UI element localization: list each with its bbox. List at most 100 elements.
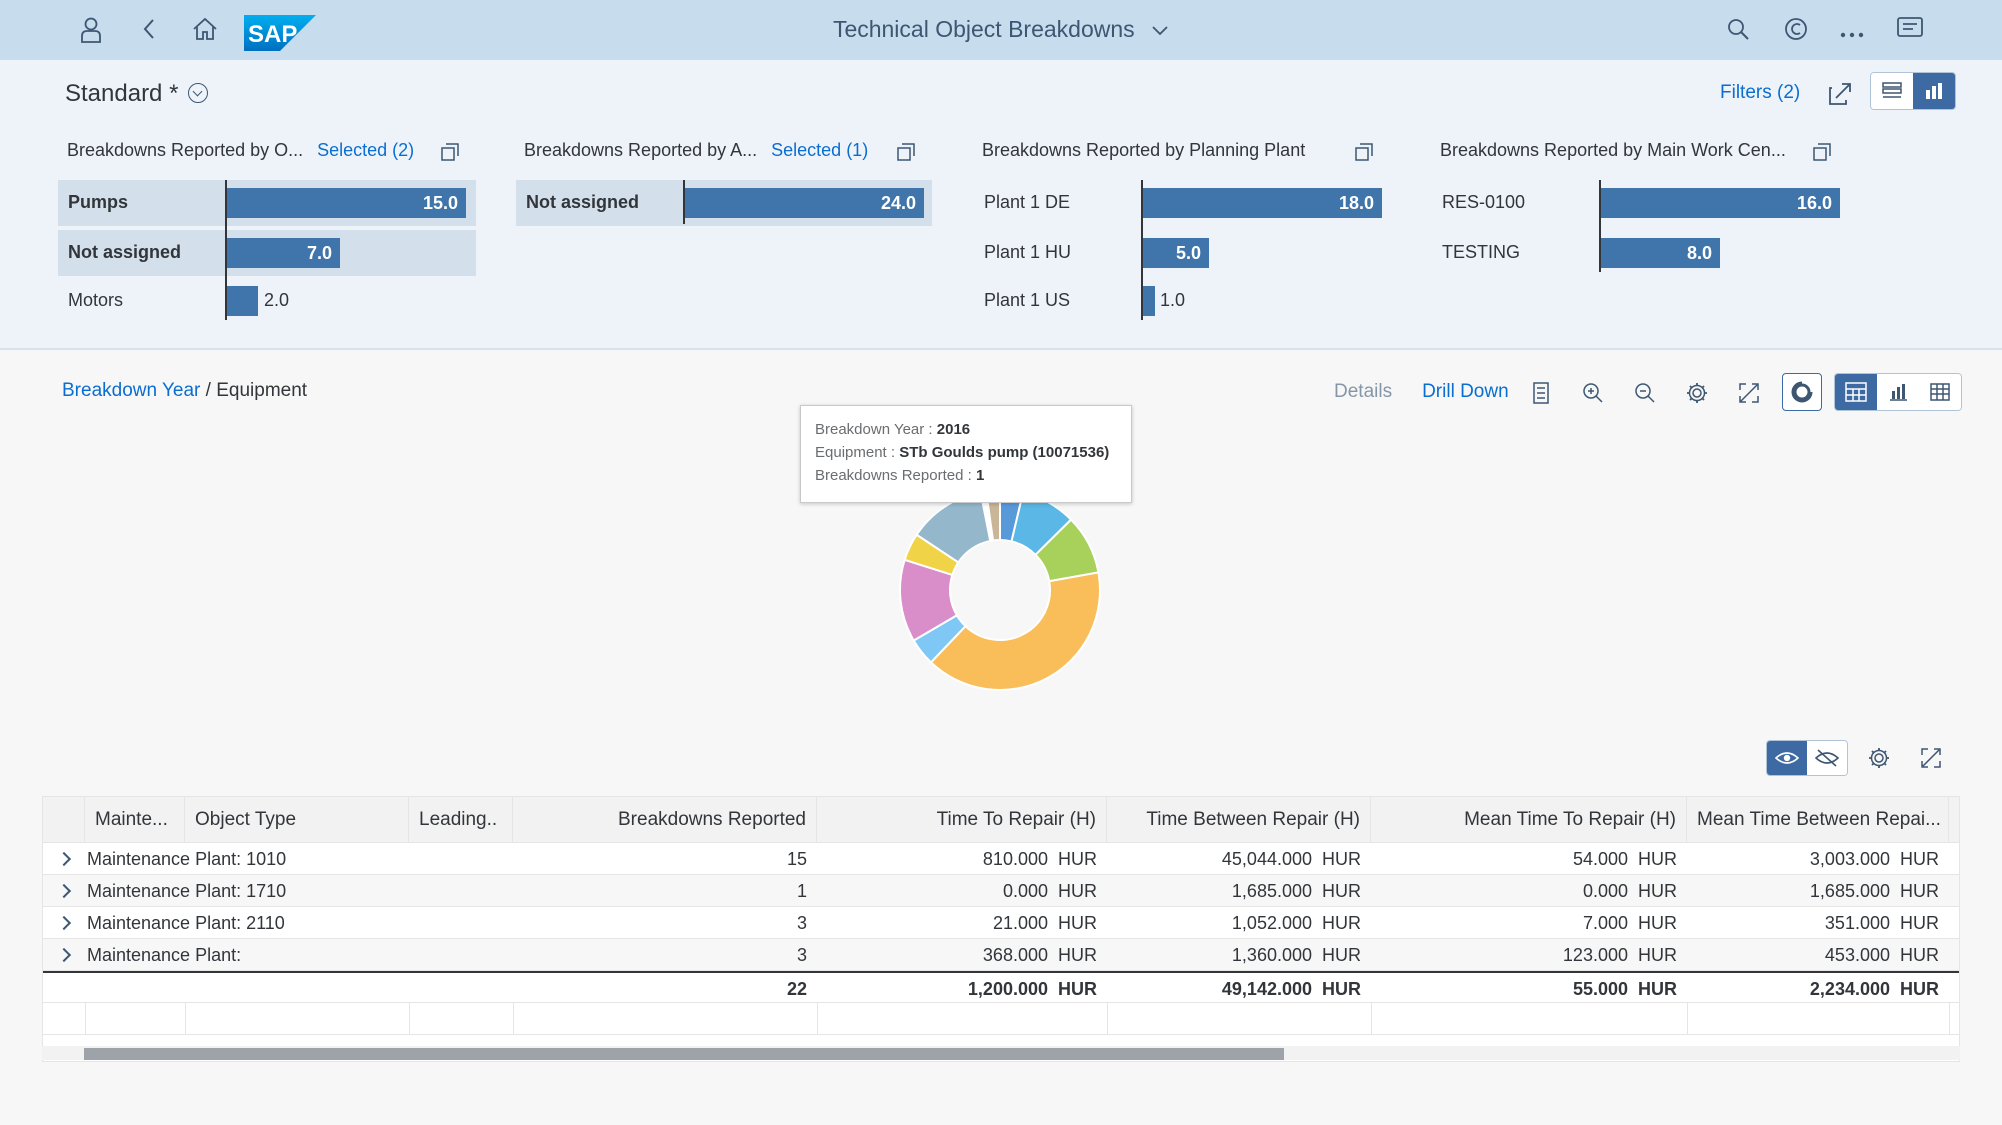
cell-mttr: 54.000 HUR	[1371, 843, 1687, 875]
cell-value: 7.000	[1582, 913, 1628, 933]
bar-row-plant-hu[interactable]: Plant 1 HU 5.0	[974, 230, 1394, 276]
column-header-time-to-repair[interactable]: Time To Repair (H)	[817, 797, 1107, 843]
bar-value: 8.0	[1686, 243, 1712, 263]
column-header-breakdowns-reported[interactable]: Breakdowns Reported	[513, 797, 817, 843]
bar-label: RES-0100	[1442, 192, 1526, 212]
breadcrumb-link-breakdown-year[interactable]: Breakdown Year	[62, 380, 201, 401]
zoom-in-icon[interactable]	[1576, 376, 1610, 410]
cell-unit: HUR	[1322, 945, 1361, 965]
show-button[interactable]	[1767, 741, 1807, 775]
column-header-maintenance-plant[interactable]: Mainte...	[85, 797, 185, 843]
bar-row-plant-us[interactable]: Plant 1 US 1.0	[974, 278, 1394, 324]
settings-icon[interactable]	[1680, 376, 1714, 410]
bar-row-plant-de[interactable]: Plant 1 DE 18.0	[974, 180, 1394, 226]
copilot-icon[interactable]	[1780, 14, 1812, 46]
total-tbr: 49,142.000 HUR	[1107, 973, 1371, 1005]
cell-value: 55.000	[1572, 979, 1628, 999]
table-row[interactable]: Maintenance Plant: 3 368.000 HUR 1,360.00…	[43, 939, 1959, 971]
chart-table-view-button[interactable]	[1835, 374, 1877, 410]
cell-tbr: 45,044.000 HUR	[1107, 843, 1371, 875]
chart-only-view-button[interactable]	[1877, 374, 1919, 410]
bar-row-not-assigned[interactable]: Not assigned 7.0	[58, 230, 476, 276]
filter-card-planning-plant: Breakdowns Reported by Planning Plant Pl…	[974, 140, 1394, 340]
bar-row-motors[interactable]: Motors 2.0	[58, 278, 476, 324]
popout-icon[interactable]	[1812, 142, 1832, 162]
bar-row-testing[interactable]: TESTING 8.0	[1432, 230, 1852, 276]
tooltip-equipment-value: STb Goulds pump (10071536)	[899, 444, 1110, 461]
column-header-object-type[interactable]: Object Type	[185, 797, 409, 843]
cell-unit: HUR	[1900, 913, 1939, 933]
card-title-text: Breakdowns Reported by Main Work Cen...	[1440, 140, 1786, 160]
notifications-icon[interactable]	[1894, 14, 1926, 46]
table-fullscreen-icon[interactable]	[1914, 741, 1948, 775]
popout-icon[interactable]	[1354, 142, 1374, 162]
cell-unit: HUR	[1638, 881, 1677, 901]
chevron-down-icon	[1152, 26, 1168, 36]
cell-value: 368.000	[982, 945, 1048, 965]
user-icon[interactable]	[75, 14, 107, 46]
bar-label: Plant 1 US	[984, 290, 1071, 310]
expand-icon[interactable]	[57, 882, 75, 900]
bar-row-res-0100[interactable]: RES-0100 16.0	[1432, 180, 1852, 226]
column-header-leading[interactable]: Leading..	[409, 797, 513, 843]
table-only-view-button[interactable]	[1919, 374, 1961, 410]
share-icon[interactable]	[1826, 80, 1854, 108]
variant-chevron-icon	[188, 82, 209, 103]
column-header-time-between-repair[interactable]: Time Between Repair (H)	[1107, 797, 1371, 843]
cell-unit: HUR	[1900, 849, 1939, 869]
table-visibility-toggle	[1766, 740, 1848, 776]
expand-icon[interactable]	[57, 914, 75, 932]
shell-bar: SAP Technical Object Breakdowns	[0, 0, 2002, 60]
card-title: Breakdowns Reported by O... Selected (2)	[67, 140, 414, 166]
legend-icon[interactable]	[1524, 376, 1558, 410]
filters-button[interactable]: Filters (2)	[1720, 82, 1801, 103]
cell-unit: HUR	[1058, 945, 1097, 965]
cell-unit: HUR	[1638, 979, 1677, 999]
card-selected-link[interactable]: Selected (1)	[771, 140, 869, 160]
cell-unit: HUR	[1900, 881, 1939, 901]
donut-slice-3[interactable]	[929, 571, 1101, 691]
bar-label: Plant 1 DE	[984, 192, 1071, 212]
card-title-text: Breakdowns Reported by A...	[524, 140, 758, 160]
details-button[interactable]: Details	[1334, 381, 1393, 402]
table-settings-icon[interactable]	[1862, 741, 1896, 775]
total-ttr: 1,200.000 HUR	[817, 973, 1107, 1005]
popout-icon[interactable]	[440, 142, 460, 162]
fullscreen-icon[interactable]	[1732, 376, 1766, 410]
chart-type-donut-button[interactable]	[1782, 373, 1822, 411]
search-icon[interactable]	[1722, 14, 1754, 46]
bar-row-pumps[interactable]: Pumps 15.0	[58, 180, 476, 226]
variant-selector[interactable]: Standard *	[65, 80, 209, 108]
list-view-button[interactable]	[1871, 73, 1913, 109]
popout-icon[interactable]	[896, 142, 916, 162]
expand-icon[interactable]	[57, 946, 75, 964]
column-header-mean-time-between-repair[interactable]: Mean Time Between Repai...	[1687, 797, 1949, 843]
cell-tbr: 1,052.000 HUR	[1107, 907, 1371, 939]
expand-icon[interactable]	[57, 850, 75, 868]
table-row[interactable]: Maintenance Plant: 2110 3 21.000 HUR 1,05…	[43, 907, 1959, 939]
table-row[interactable]: Maintenance Plant: 1710 1 0.000 HUR 1,685…	[43, 875, 1959, 907]
card-selected-link[interactable]: Selected (2)	[317, 140, 415, 160]
hide-button[interactable]	[1807, 741, 1847, 775]
app-title-menu[interactable]: Technical Object Breakdowns	[833, 16, 1169, 42]
column-header-mean-time-to-repair[interactable]: Mean Time To Repair (H)	[1371, 797, 1687, 843]
back-icon[interactable]	[133, 14, 165, 46]
overflow-icon[interactable]	[1836, 14, 1868, 46]
chart-view-button[interactable]	[1913, 73, 1955, 109]
bar: 15.0	[226, 188, 466, 218]
scrollbar-thumb[interactable]	[84, 1048, 1284, 1060]
eye-off-icon	[1815, 749, 1839, 767]
donut-chart[interactable]	[890, 480, 1110, 700]
bar-row-not-assigned[interactable]: Not assigned 24.0	[516, 180, 932, 226]
table-row[interactable]: Maintenance Plant: 1010 15 810.000 HUR 45…	[43, 843, 1959, 875]
column-divider	[817, 1003, 818, 1035]
cell-value: 1,200.000	[967, 979, 1048, 999]
tooltip-year-value: 2016	[936, 421, 971, 438]
drill-down-button[interactable]: Drill Down	[1422, 381, 1509, 402]
zoom-out-icon[interactable]	[1628, 376, 1662, 410]
bar-axis	[1599, 180, 1601, 272]
breadcrumb: Breakdown Year / Equipment	[62, 380, 307, 402]
tooltip-year-row: Breakdown Year : 2016	[815, 421, 971, 438]
home-icon[interactable]	[189, 14, 221, 46]
horizontal-scrollbar[interactable]	[42, 1046, 1960, 1060]
